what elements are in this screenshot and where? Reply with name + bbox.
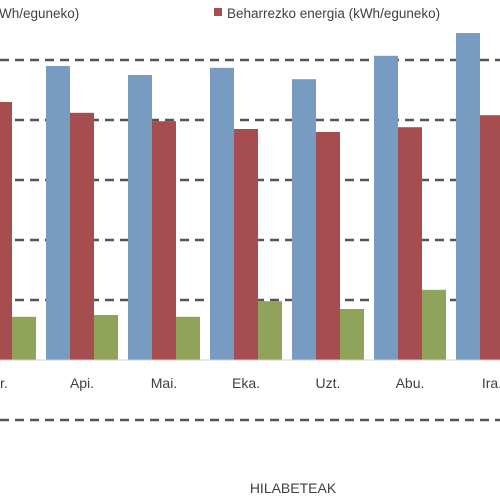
bar-series-2-7	[480, 115, 500, 360]
x-tick-label: ar.	[0, 375, 8, 391]
bar-series-2-2	[70, 112, 94, 360]
bar-series-1-3	[128, 75, 152, 360]
bar-series-3-5	[340, 309, 364, 360]
bar-series-3-6	[422, 289, 446, 360]
bar-series-2-1	[0, 102, 12, 360]
x-tick-label: Eka.	[232, 375, 260, 391]
legend-label-series-1: Wh/eguneko)	[0, 6, 79, 21]
legend: Wh/eguneko) Beharrezko energia (kWh/egun…	[0, 6, 440, 21]
x-tick-label: Abu.	[396, 375, 425, 391]
bar-series-1-2	[46, 66, 70, 360]
bar-series-3-2	[94, 315, 118, 360]
bar-series-1-7	[456, 33, 480, 360]
bar-series-2-4	[234, 129, 258, 360]
x-tick-labels: ar. Api. Mai. Eka. Uzt. Abu. Ira.	[0, 375, 500, 391]
x-tick-label: Ira.	[482, 375, 500, 391]
bar-series-1-6	[374, 55, 398, 361]
x-tick-label: Uzt.	[316, 375, 341, 391]
x-tick-label: Mai.	[151, 375, 177, 391]
bar-series-1-4	[210, 67, 234, 361]
bars	[0, 33, 500, 361]
bar-series-1-5	[292, 79, 316, 360]
bar-series-2-6	[398, 127, 422, 360]
bar-series-3-1	[12, 316, 36, 360]
bar-series-3-3	[176, 316, 200, 360]
legend-label-series-2: Beharrezko energia (kWh/eguneko)	[227, 6, 440, 21]
bar-series-3-4	[258, 301, 282, 360]
legend-swatch-series-2	[214, 8, 222, 16]
x-axis-title: HILABETEAK	[250, 480, 337, 496]
bar-series-2-5	[316, 132, 340, 360]
x-tick-label: Api.	[70, 375, 94, 391]
bar-series-2-3	[152, 121, 176, 360]
